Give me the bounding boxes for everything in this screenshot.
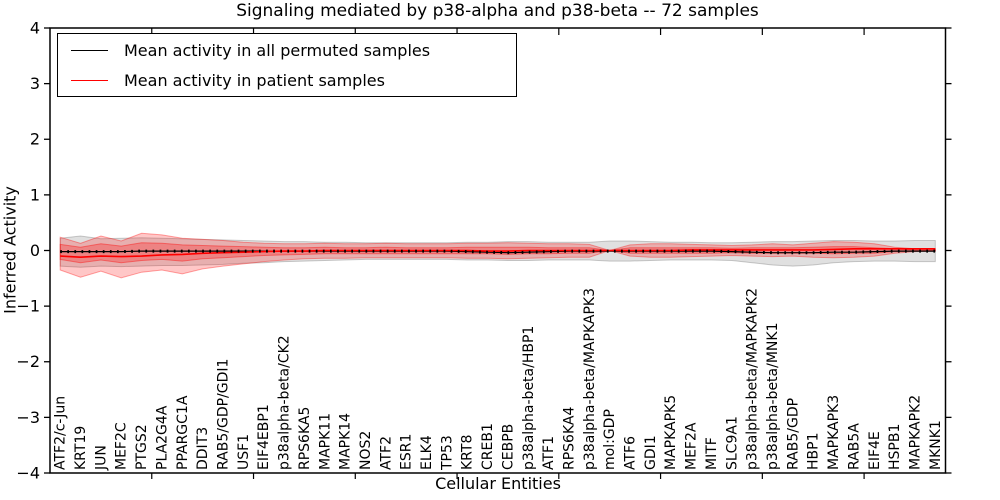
x-tick-label: p38alpha-beta/MNK1: [765, 323, 781, 471]
permuted-mean-line: [60, 250, 936, 254]
x-tick-label: p38alpha-beta/HBP1: [521, 326, 537, 470]
x-tick-label: mol:GDP: [602, 409, 618, 470]
x-tick-label: HBP1: [806, 433, 822, 470]
x-tick-label: PLA2G4A: [154, 405, 170, 470]
x-tick-label: EIF4E: [867, 431, 883, 470]
y-tick-label: 4: [30, 18, 40, 37]
x-tick-label: NOS2: [358, 431, 374, 470]
x-tick-label: GDI1: [643, 435, 659, 470]
y-tick-label: −1: [16, 297, 40, 316]
x-tick-label: USF1: [236, 434, 252, 470]
x-tick-label: MAPK14: [338, 413, 354, 470]
chart-title: Signaling mediated by p38-alpha and p38-…: [236, 1, 759, 21]
x-tick-label: RAB5/GDP: [785, 398, 801, 470]
legend-row-patient: Mean activity in patient samples: [58, 65, 516, 95]
x-axis-title: Cellular Entities: [435, 474, 561, 493]
x-tick-label: ELK4: [419, 435, 435, 470]
x-tick-label: ESR1: [399, 434, 415, 470]
y-tick-label: −2: [16, 352, 40, 371]
x-tick-label: RPS6KA4: [562, 407, 578, 470]
x-tick-label: MKNK1: [928, 420, 944, 470]
x-tick-label: TP53: [439, 435, 455, 471]
x-tick-label: MAPKAPK2: [908, 395, 924, 470]
x-tick-label: KRT8: [460, 435, 476, 470]
x-tick-label: HSPB1: [887, 424, 903, 470]
x-tick-label: MAPKAPK3: [826, 395, 842, 470]
x-tick-label: PTGS2: [134, 424, 150, 470]
x-tick-label: RAB5A: [846, 423, 862, 470]
legend-permuted-line-icon: [71, 49, 108, 51]
x-tick-label: ATF1: [541, 436, 557, 470]
legend-patient-label: Mean activity in patient samples: [124, 70, 385, 90]
x-tick-label: PPARGC1A: [175, 395, 191, 470]
y-tick-label: 2: [30, 130, 40, 149]
x-tick-label: MEF2A: [684, 422, 700, 470]
y-tick-label: −3: [16, 408, 40, 427]
legend-row-permuted: Mean activity in all permuted samples: [58, 35, 516, 65]
x-tick-label: ATF2: [378, 436, 394, 470]
x-tick-label: KRT19: [73, 426, 89, 470]
x-tick-label: JUN: [93, 445, 109, 471]
x-tick-label: SLC9A1: [724, 416, 740, 470]
x-tick-label: DDIT3: [195, 427, 211, 470]
y-tick-label: 3: [30, 74, 40, 93]
x-tick-label: ATF6: [623, 436, 639, 470]
y-tick-label: −4: [16, 463, 40, 482]
legend-permuted-label: Mean activity in all permuted samples: [124, 40, 431, 60]
legend: Mean activity in all permuted samples Me…: [57, 33, 517, 97]
y-tick-label: 1: [30, 185, 40, 204]
patient-mean-line: [60, 248, 936, 259]
x-tick-label: MITF: [704, 437, 720, 470]
x-tick-label: MAPKAPK5: [663, 395, 679, 470]
legend-patient-line-icon: [71, 79, 108, 81]
y-tick-label: 0: [30, 241, 40, 260]
x-tick-label: MEF2C: [114, 422, 130, 470]
x-tick-label: RAB5/GDP/GDI1: [216, 359, 232, 470]
x-tick-label: ATF2/c-Jun: [53, 396, 69, 470]
x-tick-label: CEBPB: [500, 424, 516, 470]
x-tick-label: MAPK11: [317, 413, 333, 470]
x-tick-label: p38alpha-beta/CK2: [277, 335, 293, 470]
x-tick-label: RPS6KA5: [297, 407, 313, 470]
x-tick-label: EIF4EBP1: [256, 404, 272, 470]
x-tick-label: p38alpha-beta/MAPKAPK2: [745, 288, 761, 470]
x-tick-label: p38alpha-beta/MAPKAPK3: [582, 288, 598, 470]
x-tick-label: CREB1: [480, 423, 496, 470]
